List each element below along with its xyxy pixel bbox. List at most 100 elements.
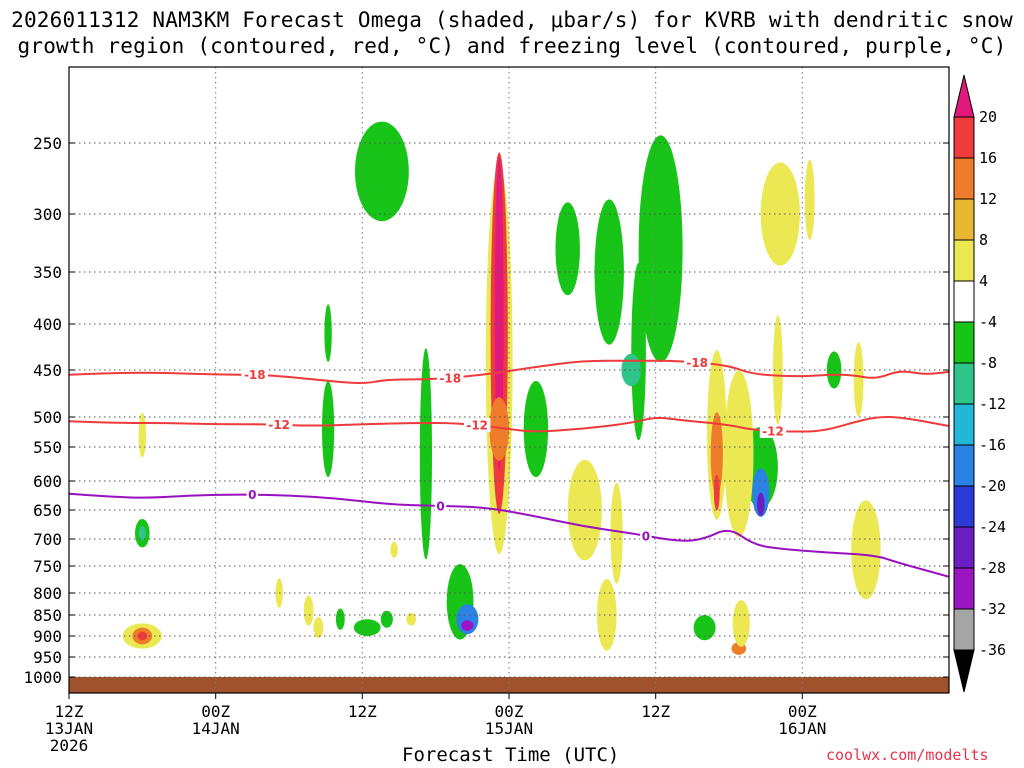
omega-cell-2 bbox=[494, 157, 504, 471]
xtick-label-30-0: 00Z bbox=[788, 702, 817, 721]
omega-cell-20 bbox=[713, 474, 720, 511]
omega-cell-44 bbox=[303, 595, 314, 626]
colorbar-bin-4 bbox=[953, 239, 975, 282]
omega-cell-33 bbox=[732, 600, 750, 647]
colorbar-label-0: 20 bbox=[979, 108, 997, 126]
colorbar-bin-2 bbox=[953, 157, 975, 200]
omega-cell-13 bbox=[638, 135, 683, 363]
xtick-label-18-0: 00Z bbox=[495, 702, 524, 721]
colorbar: 20 16 12 8 4 -4 -8 -12 -16 -20 -24 -28 -32 -36 bbox=[953, 74, 1006, 693]
dotted-grid bbox=[69, 67, 949, 693]
omega-cell-48 bbox=[406, 612, 417, 626]
colorbar-label-5: -4 bbox=[979, 313, 997, 331]
contour-label-bg-0-2 bbox=[684, 355, 711, 370]
colorbar-label-9: -20 bbox=[979, 477, 1006, 495]
omega-cell-10 bbox=[555, 202, 580, 296]
contour-label-bg-2-0 bbox=[246, 487, 259, 502]
temperature-contours: -18 -18 -18 -12 -12 -12 0 0 0 bbox=[69, 355, 949, 578]
omega-cell-16 bbox=[610, 482, 623, 584]
colorbar-bin-9 bbox=[953, 444, 975, 487]
ytick-label-350: 350 bbox=[33, 263, 62, 282]
contour-label-bg-2-2 bbox=[640, 528, 652, 543]
ytick-label-400: 400 bbox=[33, 315, 62, 334]
ytick-label-500: 500 bbox=[33, 408, 62, 427]
ytick-label-650: 650 bbox=[33, 501, 62, 520]
ytick-label-950: 950 bbox=[33, 648, 62, 667]
contour-label-2-0: 0 bbox=[248, 488, 256, 502]
contour-label-1-2: -12 bbox=[762, 424, 784, 438]
xtick-label-0-0: 12Z bbox=[55, 702, 84, 721]
omega-cell-36 bbox=[137, 631, 148, 641]
xtick-label-0-1: 13JAN bbox=[45, 719, 93, 738]
colorbar-bin-11 bbox=[953, 526, 975, 569]
omega-cell-31 bbox=[853, 342, 864, 417]
colorbar-bin-10 bbox=[953, 485, 975, 528]
colorbar-bin-5 bbox=[953, 280, 975, 323]
contour-label-bg-1-2 bbox=[759, 423, 787, 438]
omega-cell-40 bbox=[322, 380, 335, 478]
chart-title-line-1: 2026011312 NAM3KM Forecast Omega (shaded… bbox=[11, 8, 1013, 32]
ytick-label-600: 600 bbox=[33, 472, 62, 491]
omega-cell-47 bbox=[335, 608, 345, 630]
omega-cell-17 bbox=[597, 579, 617, 651]
colorbar-bin-1 bbox=[953, 116, 975, 159]
contour-label-0-1: -18 bbox=[439, 372, 461, 386]
contour-line-2 bbox=[69, 492, 949, 578]
colorbar-top-triangle bbox=[953, 74, 975, 118]
y-axis-pressure-labels: 250 300 350 400 450 500 550 600 650 700 750 800 850 9… bbox=[23, 134, 949, 687]
colorbar-label-11: -28 bbox=[979, 559, 1006, 577]
chart-title-line-2: growth region (contoured, red, °C) and f… bbox=[17, 34, 1007, 58]
omega-cell-49 bbox=[390, 541, 398, 558]
contour-label-1-1: -12 bbox=[466, 419, 488, 433]
omega-cell-3 bbox=[489, 397, 510, 461]
omega-cell-43 bbox=[380, 610, 393, 628]
colorbar-bin-3 bbox=[953, 198, 975, 241]
colorbar-label-4: 4 bbox=[979, 272, 988, 290]
ytick-label-850: 850 bbox=[33, 606, 62, 625]
omega-cell-19 bbox=[710, 412, 723, 496]
surface-band bbox=[69, 677, 949, 693]
omega-cell-38 bbox=[138, 526, 146, 541]
xtick-label-0-2: 2026 bbox=[50, 736, 89, 755]
contour-line-0 bbox=[69, 359, 949, 384]
omega-cell-29 bbox=[804, 159, 815, 240]
contour-label-1-0: -12 bbox=[268, 418, 290, 432]
xtick-label-6-1: 14JAN bbox=[192, 719, 240, 738]
contour-label-0-2: -18 bbox=[686, 356, 708, 370]
colorbar-label-2: 12 bbox=[979, 190, 997, 208]
xtick-label-18-1: 15JAN bbox=[485, 719, 533, 738]
omega-cell-9 bbox=[523, 380, 549, 478]
ytick-label-750: 750 bbox=[33, 557, 62, 576]
ytick-label-250: 250 bbox=[33, 134, 62, 153]
omega-cell-25 bbox=[693, 615, 716, 641]
colorbar-bin-13 bbox=[953, 608, 975, 651]
colorbar-label-13: -36 bbox=[979, 641, 1006, 659]
colorbar-label-1: 16 bbox=[979, 149, 997, 167]
omega-cell-28 bbox=[773, 315, 783, 425]
ytick-label-800: 800 bbox=[33, 584, 62, 603]
colorbar-label-3: 8 bbox=[979, 231, 988, 249]
omega-cell-14 bbox=[621, 353, 641, 387]
ytick-label-1000: 1000 bbox=[23, 668, 62, 687]
omega-cell-42 bbox=[353, 619, 381, 636]
omega-shading bbox=[122, 121, 881, 655]
omega-cell-41 bbox=[324, 304, 332, 363]
xtick-label-24-0: 12Z bbox=[641, 702, 670, 721]
colorbar-bin-6 bbox=[953, 321, 975, 364]
credit-link[interactable]: coolwx.com/modelts bbox=[826, 746, 989, 764]
colorbar-bottom-triangle bbox=[953, 649, 975, 693]
ytick-label-300: 300 bbox=[33, 205, 62, 224]
contour-label-bg-0-0 bbox=[241, 367, 268, 382]
omega-cell-6 bbox=[461, 620, 474, 631]
contour-label-2-1: 0 bbox=[436, 500, 444, 514]
colorbar-bin-7 bbox=[953, 362, 975, 405]
contour-line-1 bbox=[69, 415, 949, 433]
ytick-label-700: 700 bbox=[33, 530, 62, 549]
xtick-label-30-1: 16JAN bbox=[778, 719, 826, 738]
x-axis-title: Forecast Time (UTC) bbox=[402, 744, 620, 766]
colorbar-label-10: -24 bbox=[979, 518, 1006, 536]
surface-terrain-band bbox=[69, 677, 949, 693]
ytick-label-550: 550 bbox=[33, 438, 62, 457]
